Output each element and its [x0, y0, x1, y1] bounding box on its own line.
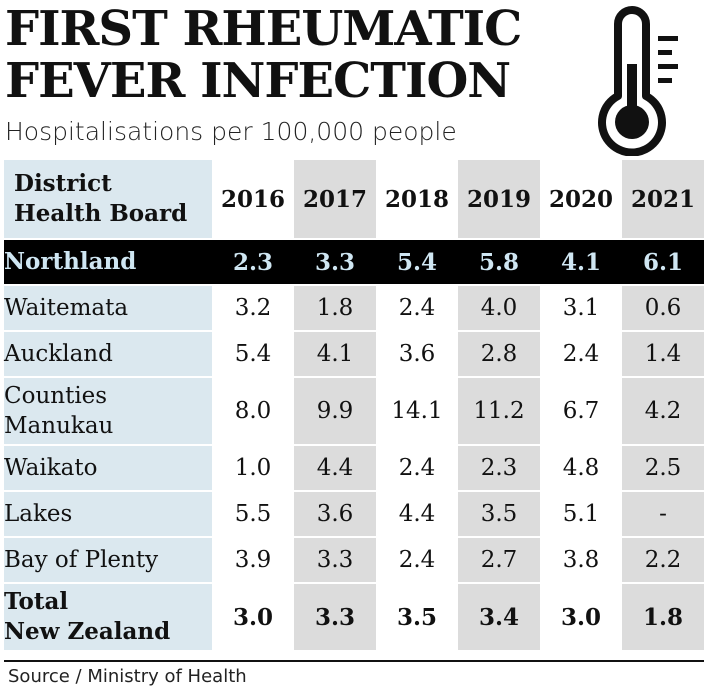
table-row: Counties Manukau 8.0 9.9 14.1 11.2 6.7 4.2: [4, 377, 704, 446]
row-label-line: Northland: [4, 248, 137, 275]
row-label-line: Auckland: [4, 341, 113, 367]
chart-title: FIRST RHEUMATIC FEVER INFECTION: [5, 3, 595, 107]
table-cell: 3.9: [212, 537, 294, 584]
table-cell: 4.8: [540, 445, 622, 492]
row-label: Waitemata: [4, 285, 212, 332]
title-line-1: FIRST RHEUMATIC: [5, 1, 522, 57]
row-label-line: Waikato: [4, 455, 98, 481]
table-cell: 2.7: [458, 537, 540, 584]
table-cell: 6.1: [622, 239, 704, 286]
table-bottom-rule: [4, 660, 704, 662]
table-cell: 4.1: [294, 331, 376, 378]
table-cell: 1.8: [622, 583, 704, 652]
table-cell: 3.4: [458, 583, 540, 652]
table-cell: 2.5: [622, 445, 704, 492]
header-district: District Health Board: [4, 160, 212, 240]
table-cell: 4.2: [622, 377, 704, 446]
table-cell: 4.0: [458, 285, 540, 332]
header-year: 2017: [294, 160, 376, 240]
table-cell: 4.4: [376, 491, 458, 538]
table-cell: 3.5: [458, 491, 540, 538]
table-cell: 4.4: [294, 445, 376, 492]
header-year: 2020: [540, 160, 622, 240]
row-label-line: Manukau: [4, 413, 114, 439]
row-label-line: Bay of Plenty: [4, 547, 159, 573]
table-cell: 3.3: [294, 239, 376, 286]
table-cell: 2.4: [540, 331, 622, 378]
table-row: Northland 2.3 3.3 5.4 5.8 4.1 6.1: [4, 239, 704, 286]
table-cell: 6.7: [540, 377, 622, 446]
header-year: 2016: [212, 160, 294, 240]
table-cell: 2.8: [458, 331, 540, 378]
table-cell: 2.3: [458, 445, 540, 492]
row-label: Northland: [4, 239, 212, 286]
row-label: Counties Manukau: [4, 377, 212, 446]
table-cell: 4.1: [540, 239, 622, 286]
row-label: Bay of Plenty: [4, 537, 212, 584]
table-cell: 0.6: [622, 285, 704, 332]
table-cell: 5.1: [540, 491, 622, 538]
table-cell: 3.3: [294, 583, 376, 652]
table-cell: 3.5: [376, 583, 458, 652]
table-cell: 1.0: [212, 445, 294, 492]
table-row: Auckland 5.4 4.1 3.6 2.8 2.4 1.4: [4, 331, 704, 378]
table-cell: 1.4: [622, 331, 704, 378]
table-cell: 3.6: [376, 331, 458, 378]
header-row: District Health Board 2016 2017 2018 201…: [4, 160, 704, 240]
header-year: 2018: [376, 160, 458, 240]
table-row: Total New Zealand 3.0 3.3 3.5 3.4 3.0 1.8: [4, 583, 704, 652]
table-cell: 9.9: [294, 377, 376, 446]
table-cell: 5.4: [212, 331, 294, 378]
table-cell: 1.8: [294, 285, 376, 332]
header-year: 2019: [458, 160, 540, 240]
header-line-2: Health Board: [14, 200, 188, 227]
data-table: District Health Board 2016 2017 2018 201…: [4, 160, 704, 652]
table-cell: 11.2: [458, 377, 540, 446]
table-cell: 2.3: [212, 239, 294, 286]
header-line-1: District: [14, 170, 112, 197]
table-cell: 5.5: [212, 491, 294, 538]
table-cell: 2.4: [376, 445, 458, 492]
chart-subtitle: Hospitalisations per 100,000 people: [5, 117, 457, 146]
row-label-line: Lakes: [4, 501, 73, 527]
table-cell: 8.0: [212, 377, 294, 446]
row-label: Waikato: [4, 445, 212, 492]
row-label: Auckland: [4, 331, 212, 378]
source-note: Source / Ministry of Health: [8, 666, 247, 687]
row-label-line: New Zealand: [4, 618, 171, 645]
table-cell: 3.8: [540, 537, 622, 584]
table-cell: 3.3: [294, 537, 376, 584]
table-row: Bay of Plenty 3.9 3.3 2.4 2.7 3.8 2.2: [4, 537, 704, 584]
table-row: Lakes 5.5 3.6 4.4 3.5 5.1-: [4, 491, 704, 538]
row-label: Lakes: [4, 491, 212, 538]
thermometer-icon: [598, 6, 678, 156]
table-cell: 3.6: [294, 491, 376, 538]
row-label-line: Counties: [4, 383, 108, 409]
table-cell: 2.4: [376, 537, 458, 584]
table-cell: 3.1: [540, 285, 622, 332]
table-cell: 3.0: [212, 583, 294, 652]
header-year: 2021: [622, 160, 704, 240]
row-label-line: Waitemata: [4, 295, 129, 321]
table-cell: 2.4: [376, 285, 458, 332]
table-cell: 14.1: [376, 377, 458, 446]
table-cell: 2.2: [622, 537, 704, 584]
table-cell: 3.0: [540, 583, 622, 652]
row-label-line: Total: [4, 588, 69, 615]
table-cell: 5.4: [376, 239, 458, 286]
table-row: Waikato 1.0 4.4 2.4 2.3 4.8 2.5: [4, 445, 704, 492]
table-body: Northland 2.3 3.3 5.4 5.8 4.1 6.1 Waitemata 3.2 1…: [4, 239, 704, 652]
title-line-2: FEVER INFECTION: [5, 53, 511, 109]
row-label: Total New Zealand: [4, 583, 212, 652]
table-row: Waitemata 3.2 1.8 2.4 4.0 3.1 0.6: [4, 285, 704, 332]
table-cell: -: [622, 491, 704, 538]
table-cell: 3.2: [212, 285, 294, 332]
table-cell: 5.8: [458, 239, 540, 286]
